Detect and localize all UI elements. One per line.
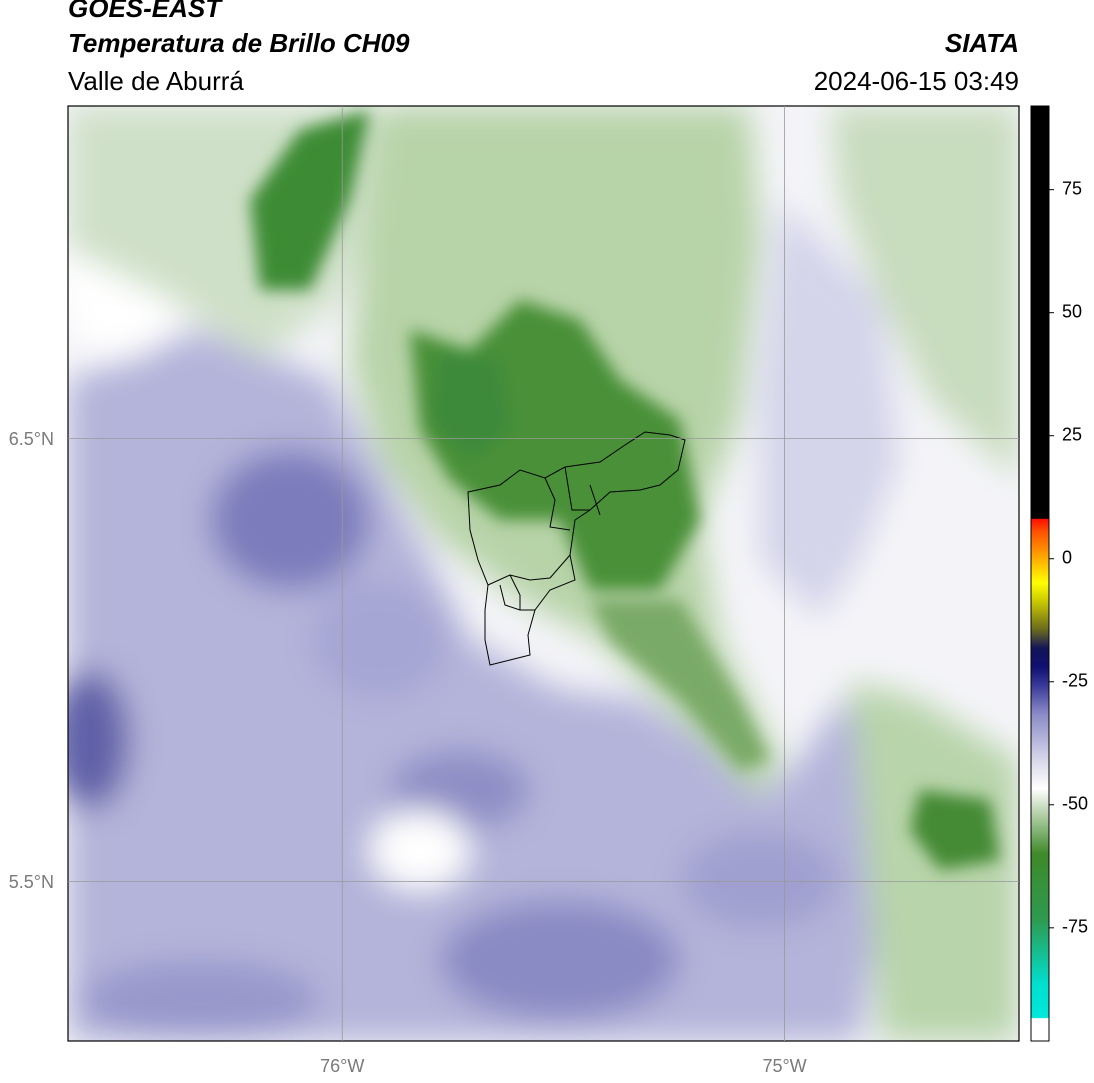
region: Valle de Aburrá (68, 66, 244, 96)
colorbar-tick-label: -25 (1062, 671, 1088, 691)
colorbar-tick-label: -75 (1062, 917, 1088, 937)
y-tick-label: 6.5°N (9, 429, 54, 449)
x-tick-label: 76°W (320, 1056, 364, 1076)
colorbar-tick-label: 75 (1062, 178, 1082, 198)
source: SIATA (945, 28, 1019, 58)
subtitle: Temperatura de Brillo CH09 (68, 28, 410, 58)
map-frame (67, 105, 1020, 1042)
brightness-temperature-field (68, 106, 1019, 1041)
colorbar-tick-label: -50 (1062, 794, 1088, 814)
x-tick-label: 75°W (762, 1056, 806, 1076)
colorbar-tick-label: 0 (1062, 547, 1072, 567)
municipal-boundaries (467, 431, 686, 666)
y-tick-label: 5.5°N (9, 872, 54, 892)
datetime: 2024-06-15 03:49 (814, 66, 1019, 96)
colorbar-tick-label: 50 (1062, 301, 1082, 321)
title: GOES-EAST (68, 0, 223, 23)
colorbar-tick-label: 25 (1062, 424, 1082, 444)
colorbar (1030, 105, 1050, 1042)
overlay: 76°W 75°W 6.5°N 5.5°N -75 -50 -25 0 25 50 75 (9, 106, 1088, 1076)
